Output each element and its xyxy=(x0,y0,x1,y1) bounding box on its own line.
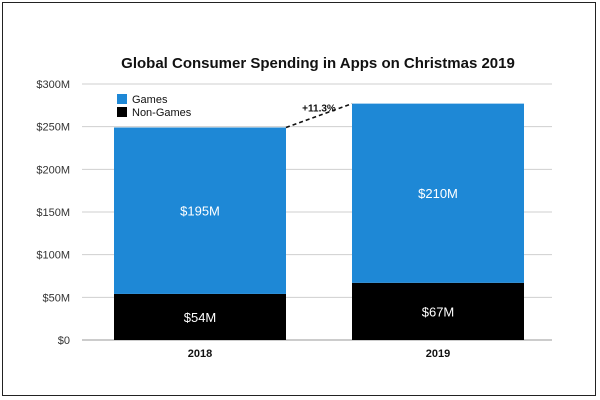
growth-label: +11.3% xyxy=(302,104,336,115)
y-tick-label: $150M xyxy=(36,207,70,219)
y-tick-label: $300M xyxy=(36,79,70,91)
x-tick-label: 2018 xyxy=(188,348,212,360)
y-axis-ticks: $0 $50M $100M $150M $200M $250M $300M xyxy=(36,79,70,347)
y-tick-label: $100M xyxy=(36,250,70,262)
legend-swatch xyxy=(117,107,127,117)
y-tick-label: $0 xyxy=(58,335,70,347)
legend-swatch xyxy=(117,94,127,104)
growth-annotation: +11.3% xyxy=(285,102,353,129)
bar-non-games-2019 xyxy=(352,282,524,340)
x-axis-categories: 2018 2019 xyxy=(188,348,450,360)
growth-connector-line xyxy=(285,102,353,129)
chart-title: Global Consumer Spending in Apps on Chri… xyxy=(121,55,515,72)
legend-label: Non-Games xyxy=(132,107,192,119)
bar-value-label: $67M xyxy=(422,304,455,319)
bar-value-label: $210M xyxy=(418,186,458,201)
bar-value-label: $54M xyxy=(184,310,217,325)
bar-non-games-2018 xyxy=(114,293,286,340)
bar-games-2018 xyxy=(114,127,286,294)
x-tick-label: 2019 xyxy=(426,348,450,360)
y-tick-label: $200M xyxy=(36,164,70,176)
bar-games-2019 xyxy=(352,103,524,283)
y-tick-label: $250M xyxy=(36,122,70,134)
y-tick-label: $50M xyxy=(42,292,70,304)
legend-label: Games xyxy=(132,94,168,106)
bar-value-label: $195M xyxy=(180,204,220,219)
bars: $54M $195M $67M $210M xyxy=(114,103,524,340)
